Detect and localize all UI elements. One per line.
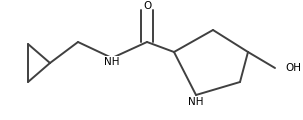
Text: O: O xyxy=(143,1,151,11)
Text: NH: NH xyxy=(104,57,120,67)
Text: OH: OH xyxy=(285,63,301,73)
Text: NH: NH xyxy=(188,97,204,107)
